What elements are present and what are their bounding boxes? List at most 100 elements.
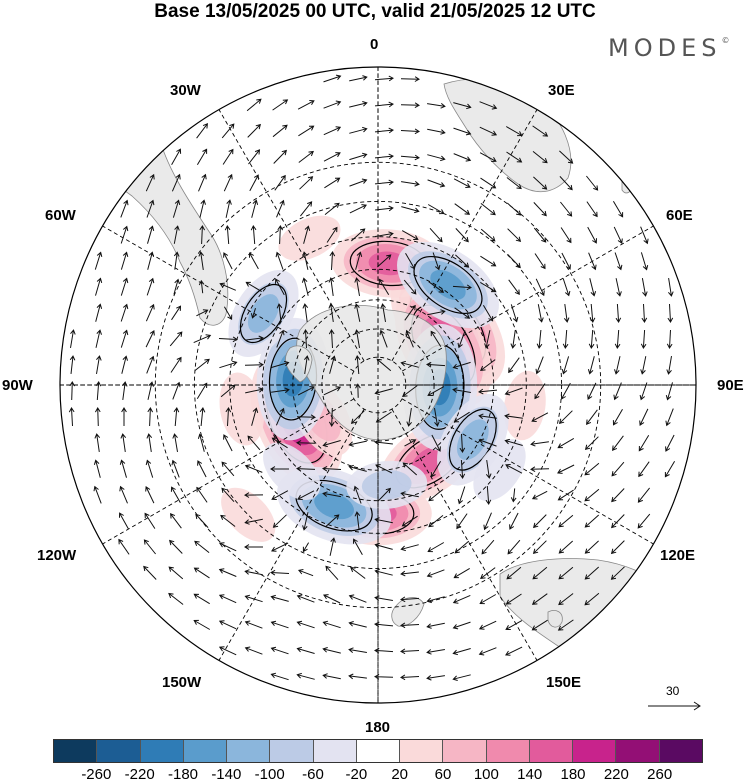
wind-arrow	[482, 304, 494, 322]
wind-arrow	[199, 407, 206, 427]
wind-arrow	[400, 674, 420, 681]
wind-arrow	[637, 513, 651, 529]
wind-arrow	[197, 433, 205, 452]
wind-arrow	[533, 176, 548, 190]
wind-arrow	[220, 384, 236, 398]
wind-arrow	[640, 329, 647, 349]
wind-arrow	[224, 225, 231, 245]
wind-arrow	[354, 303, 361, 322]
wind-arrow	[354, 277, 360, 296]
wind-arrow	[484, 330, 491, 349]
wind-arrow	[480, 203, 496, 216]
wind-arrow	[296, 646, 315, 654]
wind-arrow	[459, 433, 466, 453]
wind-arrow	[302, 329, 309, 349]
wind-arrow	[271, 490, 289, 500]
wind-arrow	[641, 278, 648, 297]
wind-arrow	[353, 538, 363, 556]
wind-arrow	[221, 123, 235, 139]
wind-arrow	[376, 358, 392, 372]
wind-arrow	[455, 228, 469, 243]
wind-arrow	[348, 673, 367, 680]
colorbar-swatch	[313, 740, 357, 762]
wind-arrow	[119, 485, 128, 504]
wind-arrow	[270, 672, 289, 681]
wind-arrow	[172, 433, 178, 452]
wind-arrow	[225, 407, 232, 427]
wind-arrow	[561, 382, 571, 400]
wind-arrow	[374, 647, 394, 654]
wind-arrow	[401, 515, 418, 527]
wind-arrow	[296, 465, 316, 472]
wind-arrow	[147, 407, 154, 427]
wind-arrow	[348, 464, 367, 472]
wind-arrow	[586, 409, 598, 425]
wind-arrow	[196, 382, 208, 399]
wind-arrow	[348, 440, 367, 447]
wind-arrow	[374, 75, 394, 82]
wind-arrow	[222, 148, 234, 165]
wind-arrow	[374, 179, 394, 186]
wind-arrow	[220, 514, 236, 527]
wind-arrow	[400, 648, 420, 655]
wind-arrow	[198, 173, 207, 192]
wind-arrow	[354, 329, 360, 348]
wind-arrow	[453, 127, 472, 136]
wind-arrow	[374, 153, 394, 160]
wind-arrow	[196, 486, 208, 503]
wind-arrow	[296, 620, 315, 629]
wind-arrow	[70, 329, 76, 348]
wind-arrow	[145, 330, 155, 348]
wind-arrow	[218, 594, 237, 604]
wind-arrow	[349, 126, 368, 134]
wind-arrow	[326, 226, 338, 243]
wind-arrow	[120, 277, 129, 296]
wind-arrow	[271, 360, 290, 368]
wind-arrow	[666, 356, 672, 375]
wind-arrow	[199, 199, 206, 218]
wind-arrow	[587, 356, 595, 375]
wind-arrow	[505, 646, 523, 656]
wind-arrow	[612, 435, 624, 451]
wind-arrow	[406, 408, 412, 427]
wind-arrow	[531, 412, 549, 422]
wind-arrow	[427, 386, 445, 396]
wind-arrow	[147, 251, 155, 270]
wind-arrow	[276, 199, 285, 218]
wind-arrow	[244, 544, 263, 550]
wind-arrow	[350, 228, 366, 242]
wind-arrow	[245, 335, 264, 342]
wind-arrow	[665, 382, 673, 401]
lon-label-120e: 120E	[660, 547, 696, 564]
wind-arrow	[304, 355, 310, 374]
wind-arrow	[355, 251, 363, 270]
reference-arrow	[648, 701, 701, 711]
wind-arrow	[584, 592, 600, 606]
wind-arrow	[193, 567, 210, 579]
meridian	[218, 408, 365, 661]
colorbar-swatch	[573, 740, 617, 762]
anomaly-contour	[473, 439, 526, 502]
wind-arrow	[640, 356, 647, 375]
wind-arrow	[480, 255, 497, 267]
wind-arrow	[426, 675, 445, 681]
wind-arrow	[146, 433, 153, 452]
anomaly-contour	[456, 419, 489, 461]
wind-arrow	[536, 329, 543, 349]
wind-arrow	[379, 329, 388, 348]
wind-arrow	[96, 355, 102, 374]
wind-arrow	[244, 492, 264, 498]
wind-arrow	[223, 434, 233, 452]
wind-arrow	[348, 647, 367, 653]
wind-arrow	[610, 540, 625, 555]
wind-arrow	[665, 408, 674, 427]
wind-arrow	[146, 277, 155, 296]
wind-arrow	[145, 303, 155, 322]
colorbar-swatch	[486, 740, 530, 762]
wind-arrow	[533, 202, 547, 217]
wind-arrow	[270, 466, 289, 472]
wind-arrow	[244, 518, 263, 525]
wind-arrow	[479, 594, 497, 605]
wind-arrow	[95, 381, 102, 401]
